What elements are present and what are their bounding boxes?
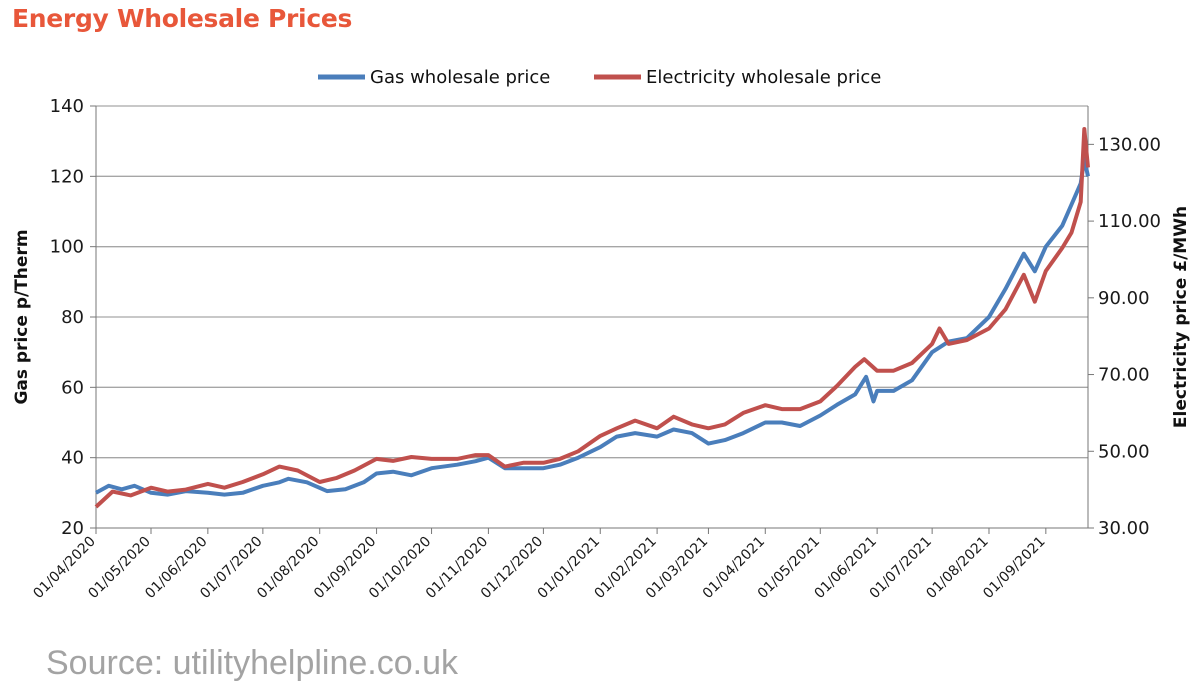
left-axis-label: Gas price p/Therm	[12, 229, 32, 404]
chart-svg: 20 40 60 80 100 120 140 30.00 50.00 70.00 90.00 11…	[12, 67, 1191, 602]
legend: Gas wholesale price Electricity wholesal…	[318, 67, 881, 88]
y2-tick-label: 90.00	[1098, 288, 1150, 309]
x-ticks: 01/04/202001/05/202001/06/202001/07/2020…	[30, 528, 1049, 602]
y-tick-label: 80	[61, 307, 84, 328]
y2-tick-label: 130.00	[1098, 134, 1161, 155]
y-tick-label: 20	[61, 518, 84, 539]
legend-label-gas: Gas wholesale price	[370, 67, 550, 88]
y2-tick-label: 50.00	[1098, 441, 1150, 462]
y-tick-label: 100	[50, 237, 84, 258]
y2-tick-label: 30.00	[1098, 518, 1150, 539]
y2-tick-label: 110.00	[1098, 211, 1161, 232]
y-tick-label: 140	[50, 96, 84, 117]
right-axis-label: Electricity price £/MWh	[1171, 206, 1191, 428]
series-lines	[94, 127, 1090, 509]
y-tick-label: 60	[61, 377, 84, 398]
y2-tick-label: 70.00	[1098, 365, 1150, 386]
left-y-ticks: 20 40 60 80 100 120 140	[50, 96, 96, 539]
y-tick-label: 120	[50, 166, 84, 187]
chart-title: Energy Wholesale Prices	[12, 4, 353, 33]
series-line-electricity	[94, 127, 1090, 509]
gridlines	[96, 105, 1088, 459]
y-tick-label: 40	[61, 448, 84, 469]
right-y-ticks: 30.00 50.00 70.00 90.00 110.00 130.00	[1088, 134, 1161, 539]
legend-label-electricity: Electricity wholesale price	[646, 67, 881, 88]
source-note: Source: utilityhelpline.co.uk	[46, 644, 459, 682]
